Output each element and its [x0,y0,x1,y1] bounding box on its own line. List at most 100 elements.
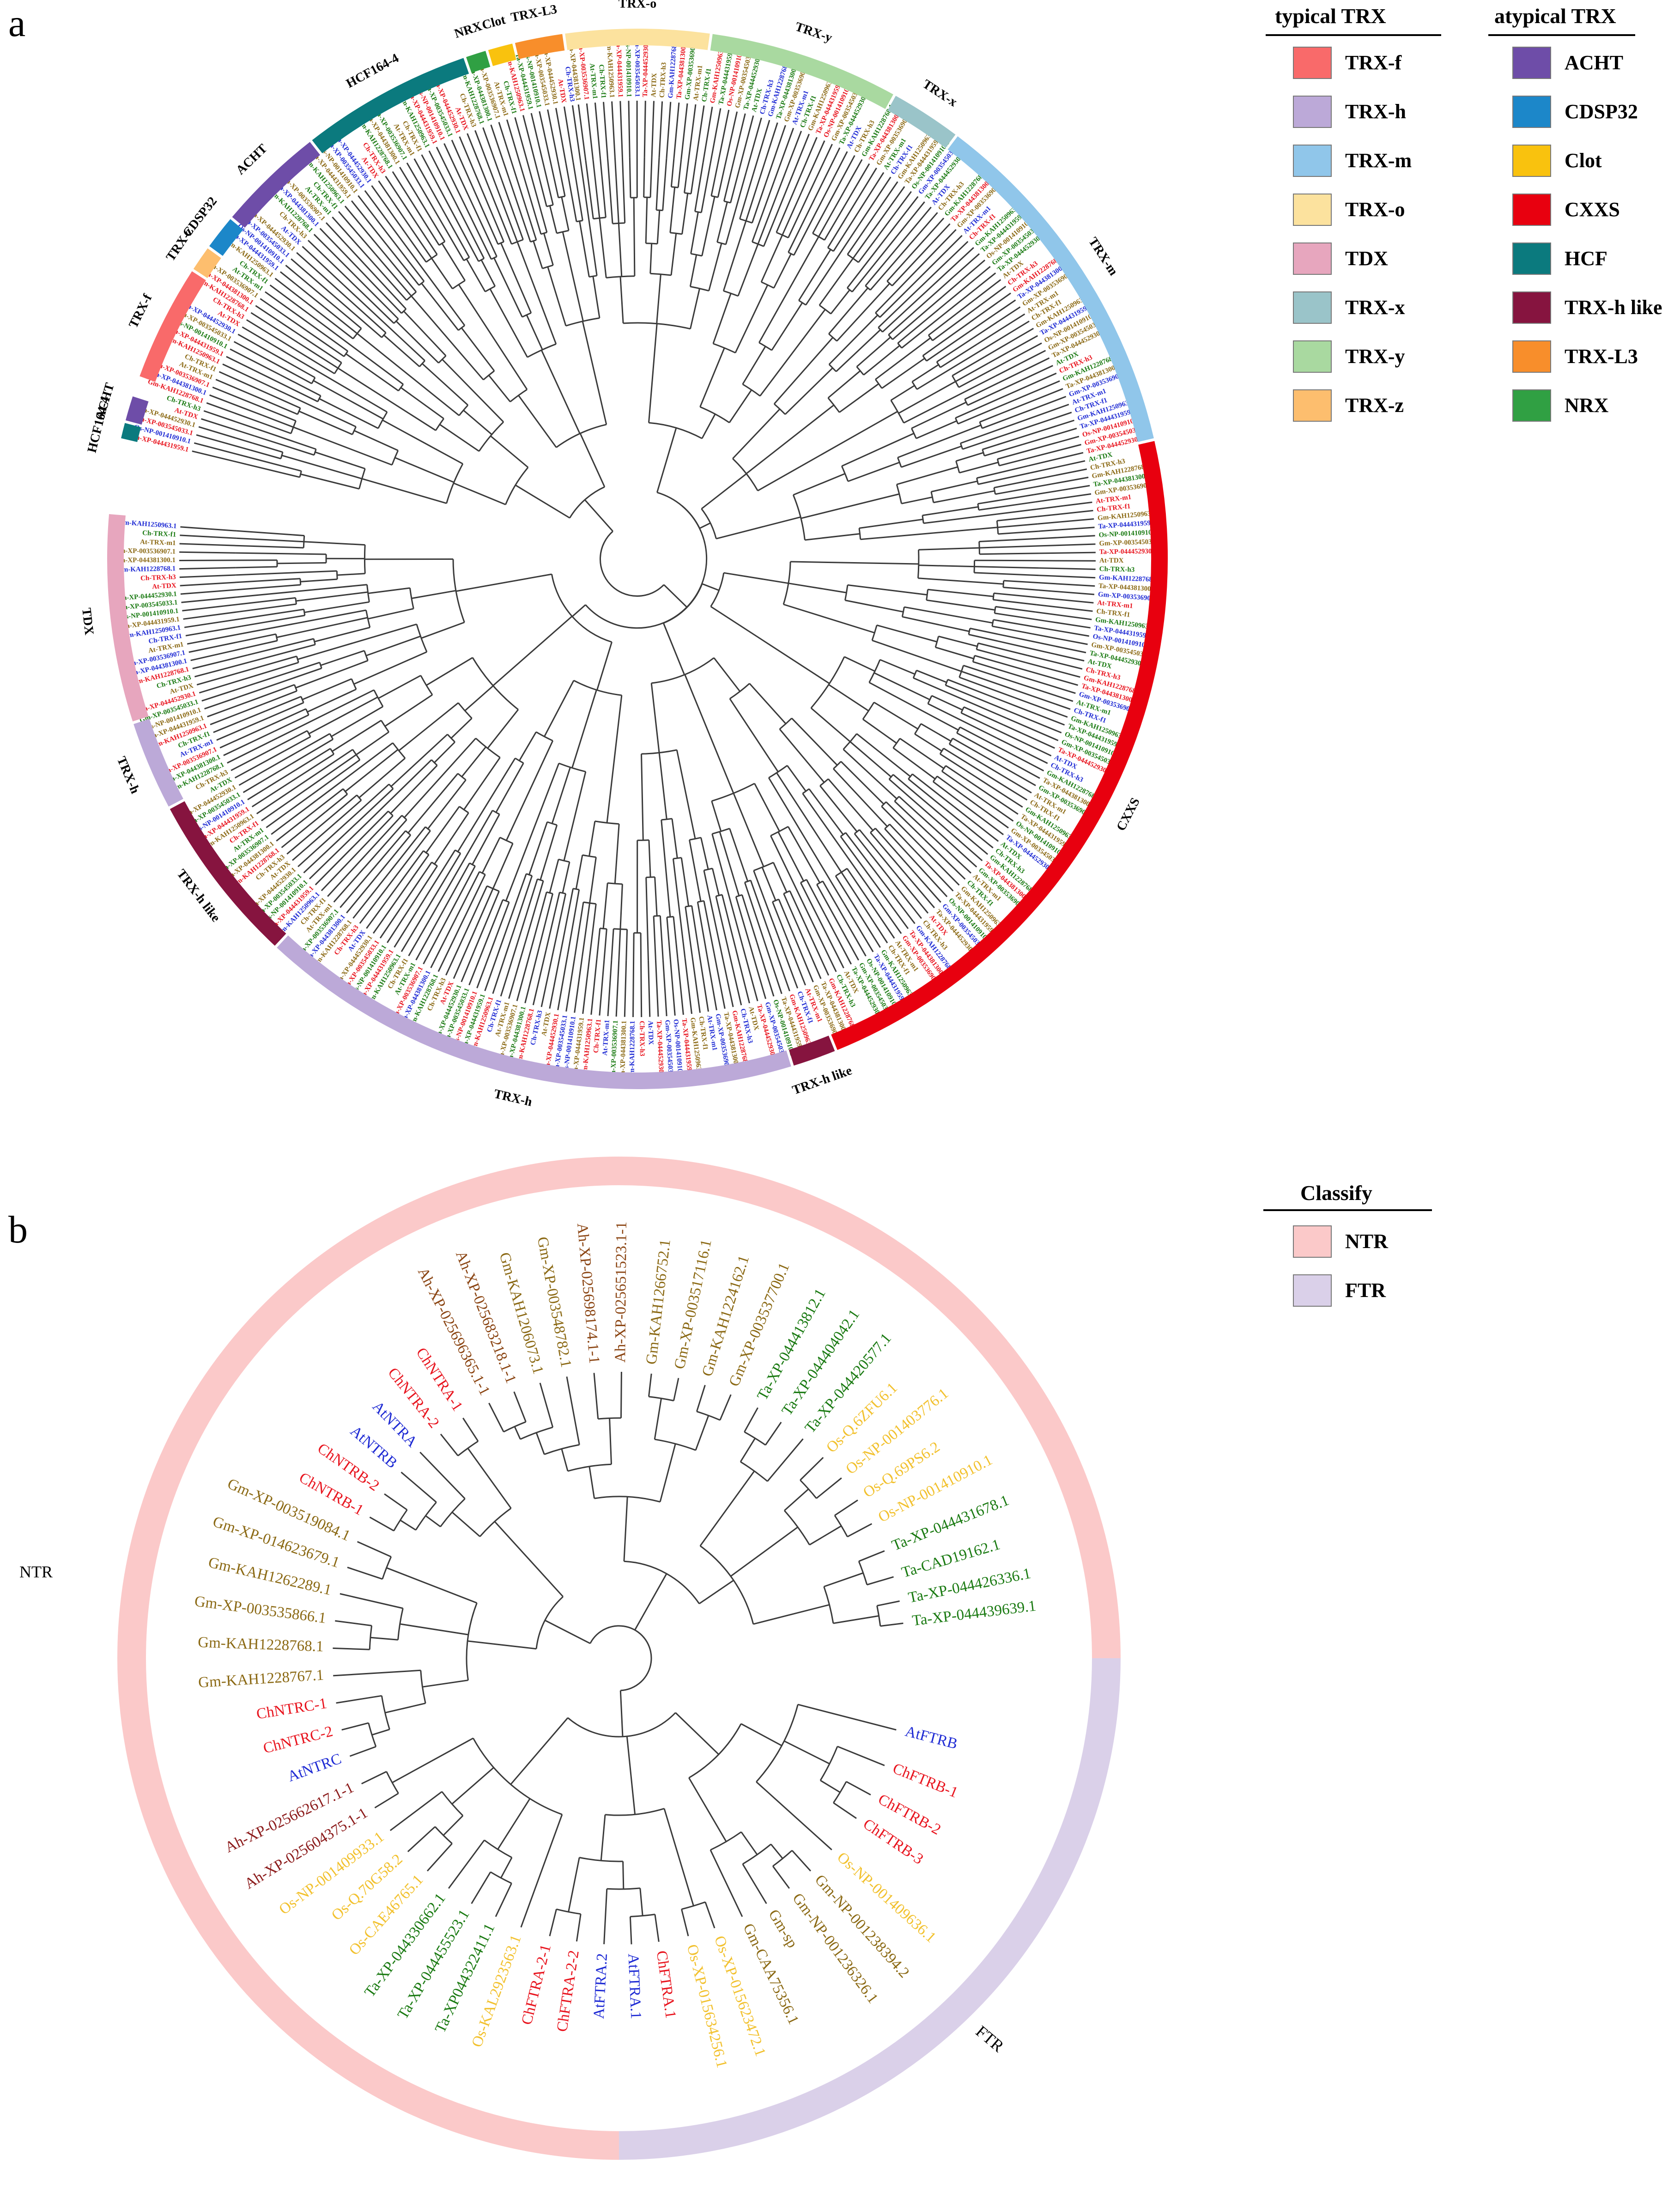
tree-branch [192,654,248,669]
tree-branch [946,266,991,303]
tree-branch [728,389,752,423]
tree-branch [919,844,960,886]
tree-branch [717,166,726,198]
tree-branch [386,1771,399,1794]
tree-branch [976,478,979,485]
tree-branch [880,878,916,924]
tree-branch [740,218,752,224]
tree-branch [862,891,895,939]
legend-atypical-item-label: HCF [1565,247,1607,270]
leaf-label: Ch-TRX-h3 [1099,565,1135,574]
tree-branch [690,212,699,254]
tree-branch [514,1426,521,1440]
tree-branch [344,788,394,835]
tree-branch [998,357,1050,383]
tree-branch [643,157,645,198]
tree-branch [245,640,278,649]
tree-branch [822,880,839,908]
tree-branch [238,597,296,605]
tree-branch [711,833,744,947]
leaf-label: At-TDX [650,73,658,97]
tree-branch [833,761,842,770]
tree-branch [369,258,407,301]
tree-branch [982,416,1014,429]
tree-branch [334,800,362,824]
tree-branch [277,562,327,564]
tree-branch [427,779,467,830]
leaf-label: Os-NP-001410910.1 [1098,528,1157,539]
tree-branch [846,1781,871,1796]
tree-branch [480,260,496,287]
tree-branch [386,1567,477,1604]
tree-branch [666,917,671,960]
tree-branch [844,656,875,672]
tree-branch [831,910,860,961]
tree-branch [922,355,928,362]
tree-branch [993,599,1037,606]
tree-branch [379,891,412,939]
tree-branch [284,736,311,752]
ring-segment-cdsp32 [209,219,243,256]
tree-branch [529,171,548,233]
legend-typical-item-swatch [1293,389,1332,422]
tree-branch [590,958,598,1015]
tree-branch [828,684,869,712]
tree-branch [364,650,369,661]
legend-atypical-item-swatch [1512,242,1551,275]
tree-branch [317,395,321,402]
legend-classify-item-label: FTR [1345,1279,1386,1302]
tree-branch [721,894,737,949]
tree-branch [934,636,940,648]
tree-branch [255,305,303,338]
leaf-label: Gm-XP-003536907.1 [609,1020,619,1082]
tree-branch [859,176,892,224]
tree-branch [770,938,790,992]
tree-branch [926,331,970,362]
tree-branch [452,280,466,290]
tree-branch [820,1780,841,1793]
tree-branch [596,928,601,959]
tree-branch [742,1843,771,1865]
tree-branch [978,642,1028,656]
tree-branch [549,859,559,893]
tree-branch [447,204,479,262]
tree-branch [594,103,601,159]
tree-branch [710,1831,742,1851]
tree-branch [916,350,982,390]
tree-branch [422,1679,468,1688]
tree-branch [943,747,980,771]
tree-branch [497,241,504,245]
tree-branch [415,910,444,961]
tree-branch [956,732,991,752]
ring-label: TRX-x [920,77,960,109]
tree-branch [589,275,597,278]
tree-branch [777,831,805,882]
tree-branch [471,1872,491,1904]
tree-branch [757,411,898,491]
tree-branch [230,744,281,771]
tree-branch [1026,444,1081,460]
tree-branch [279,271,325,308]
tree-branch [410,227,432,259]
tree-branch [315,451,365,470]
tree-branch [828,315,879,365]
tree-branch [688,1723,742,1779]
phylogenetic-tree-b [333,1371,904,1945]
tree-branch [384,1493,408,1511]
tree-branch [300,696,304,703]
tree-branch [974,655,1024,671]
tree-branch [659,915,664,960]
tree-branch [881,806,920,846]
tree-branch [959,676,1015,698]
tree-branch [374,1793,399,1809]
tree-branch [867,1576,894,1586]
tree-branch [411,861,432,892]
tree-branch [685,906,693,958]
tree-branch [827,155,855,206]
tree-branch [1031,640,1086,654]
tree-branch [922,325,965,357]
tree-branch [298,342,339,369]
tree-branch [179,567,236,570]
tree-branch [250,449,281,460]
tree-branch [182,604,238,612]
